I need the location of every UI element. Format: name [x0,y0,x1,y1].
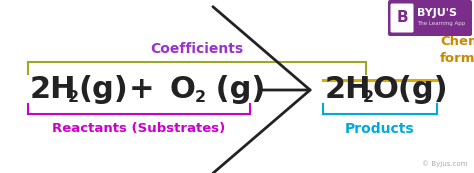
FancyBboxPatch shape [391,3,413,33]
Text: Coefficients: Coefficients [150,42,244,56]
Text: O(g): O(g) [373,75,448,104]
Text: O: O [170,75,196,104]
Text: formulas: formulas [440,52,474,65]
Text: 2: 2 [363,89,374,104]
Text: (g): (g) [78,75,128,104]
Text: The Learning App: The Learning App [417,21,465,26]
Text: 2H: 2H [325,75,372,104]
Text: Reactants (Substrates): Reactants (Substrates) [52,122,226,135]
Text: (g): (g) [205,75,265,104]
Text: 2: 2 [68,89,79,104]
Text: 2H: 2H [30,75,76,104]
Text: © Byjus.com: © Byjus.com [422,160,468,167]
Text: Products: Products [345,122,415,136]
Text: BYJU'S: BYJU'S [417,8,457,18]
FancyBboxPatch shape [388,0,472,36]
Text: Chemical: Chemical [440,35,474,48]
Text: +: + [129,75,155,104]
Text: 2: 2 [195,89,206,104]
Text: B: B [396,11,408,25]
